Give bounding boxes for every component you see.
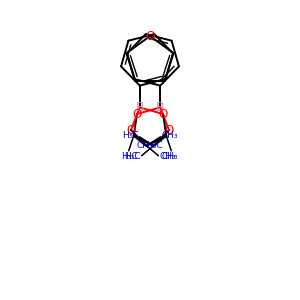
Text: O: O	[145, 30, 155, 43]
Text: O: O	[126, 124, 136, 136]
Text: B: B	[156, 101, 165, 114]
Text: O: O	[164, 124, 174, 136]
Text: O: O	[158, 107, 168, 121]
Text: H₃C: H₃C	[124, 152, 141, 161]
Text: O: O	[132, 107, 142, 121]
Text: H₃C: H₃C	[146, 141, 163, 150]
Text: CH₃: CH₃	[162, 152, 178, 161]
Text: H₃C: H₃C	[122, 152, 138, 161]
Text: H₃C: H₃C	[122, 131, 139, 140]
Text: B: B	[135, 101, 144, 114]
Text: CH₃: CH₃	[137, 141, 154, 150]
Text: CH₃: CH₃	[161, 131, 178, 140]
Text: CH₃: CH₃	[159, 152, 176, 161]
